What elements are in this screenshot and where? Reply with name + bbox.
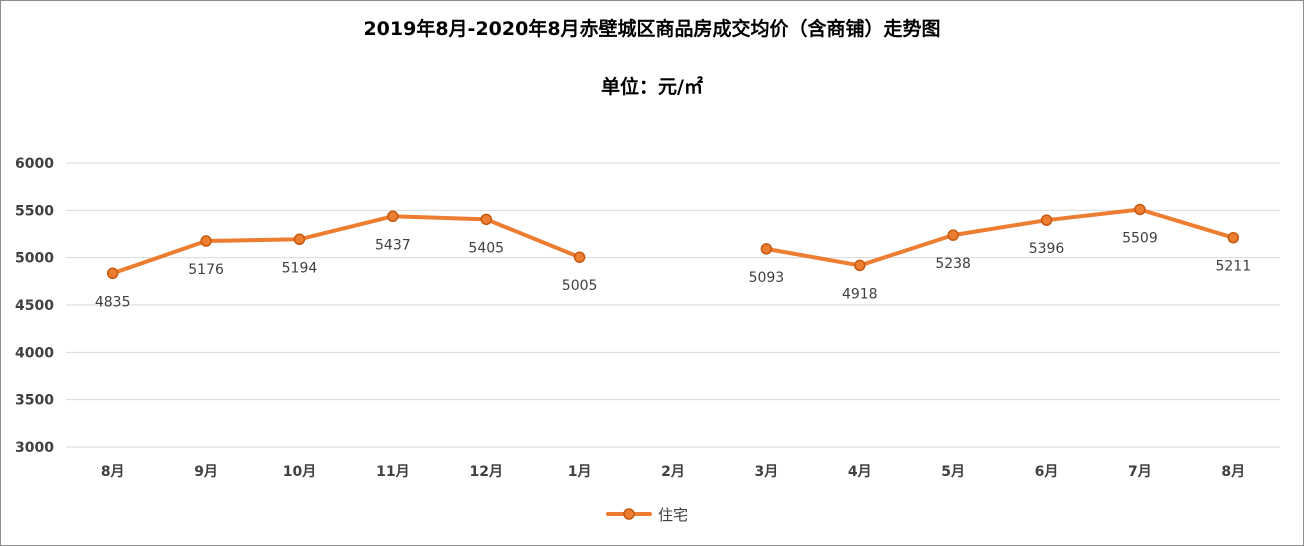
- data-label: 5176: [188, 262, 224, 278]
- legend: 住宅: [606, 506, 688, 524]
- data-labels: 4835 5176 5194 5437 5405 5005 5093 4918 5238 5396…: [95, 230, 1251, 310]
- y-axis-ticks: 3000 3500 4000 4500 5000 5500 6000: [15, 156, 54, 456]
- data-point: [200, 235, 212, 247]
- data-points: [106, 203, 1240, 280]
- chart-title: 2019年8月-2020年8月赤壁城区商品房成交均价（含商铺）走势图: [363, 18, 941, 40]
- data-point: [387, 210, 399, 223]
- data-label: 5396: [1029, 241, 1065, 257]
- data-point: [760, 243, 773, 255]
- data-label: 5093: [749, 270, 785, 286]
- data-label: 5405: [468, 240, 504, 256]
- legend-label: 住宅: [658, 506, 688, 524]
- data-point: [573, 251, 586, 263]
- data-point: [947, 229, 959, 241]
- x-tick-label: 3月: [755, 464, 779, 480]
- y-tick-label: 5000: [15, 251, 54, 267]
- x-tick-label: 8月: [1221, 464, 1245, 480]
- x-tick-label: 9月: [194, 464, 218, 480]
- x-tick-label: 5月: [941, 464, 965, 480]
- y-tick-label: 6000: [15, 156, 54, 172]
- gridlines: [66, 162, 1280, 448]
- data-point: [1040, 214, 1053, 226]
- data-label: 5509: [1122, 230, 1158, 246]
- data-label: 5194: [282, 260, 318, 276]
- x-tick-label: 12月: [469, 464, 502, 480]
- x-tick-label: 1月: [568, 464, 592, 480]
- data-point: [1134, 203, 1146, 216]
- series-line: [764, 207, 1236, 268]
- y-tick-label: 4000: [15, 345, 54, 361]
- data-point: [854, 259, 866, 272]
- data-label: 4918: [842, 286, 878, 302]
- data-label: 5211: [1215, 259, 1251, 275]
- x-tick-label: 10月: [283, 464, 316, 480]
- data-label: 5005: [562, 278, 598, 294]
- data-label: 5437: [375, 237, 411, 253]
- x-tick-label: 6月: [1035, 464, 1059, 480]
- x-axis-ticks: 8月 9月 10月 11月 12月 1月 2月 3月 4月 5月 6月 7月 8月: [101, 464, 1245, 480]
- x-tick-label: 11月: [376, 464, 409, 480]
- series-line: [110, 214, 582, 276]
- x-tick-label: 2月: [661, 464, 685, 480]
- y-tick-label: 4500: [15, 298, 54, 314]
- y-tick-label: 5500: [15, 203, 54, 219]
- data-point: [1227, 231, 1240, 244]
- data-point: [106, 267, 119, 280]
- y-tick-label: 3500: [15, 393, 54, 409]
- x-tick-label: 4月: [848, 464, 872, 480]
- data-point: [480, 213, 492, 226]
- data-label: 4835: [95, 294, 131, 310]
- legend-marker: [623, 508, 635, 520]
- y-tick-label: 3000: [15, 440, 54, 456]
- data-point: [293, 233, 306, 246]
- data-label: 5238: [935, 256, 971, 272]
- series-lines: [110, 207, 1236, 276]
- x-tick-label: 7月: [1128, 464, 1152, 480]
- x-tick-label: 8月: [101, 464, 125, 480]
- chart-subtitle: 单位：元/㎡: [601, 76, 703, 98]
